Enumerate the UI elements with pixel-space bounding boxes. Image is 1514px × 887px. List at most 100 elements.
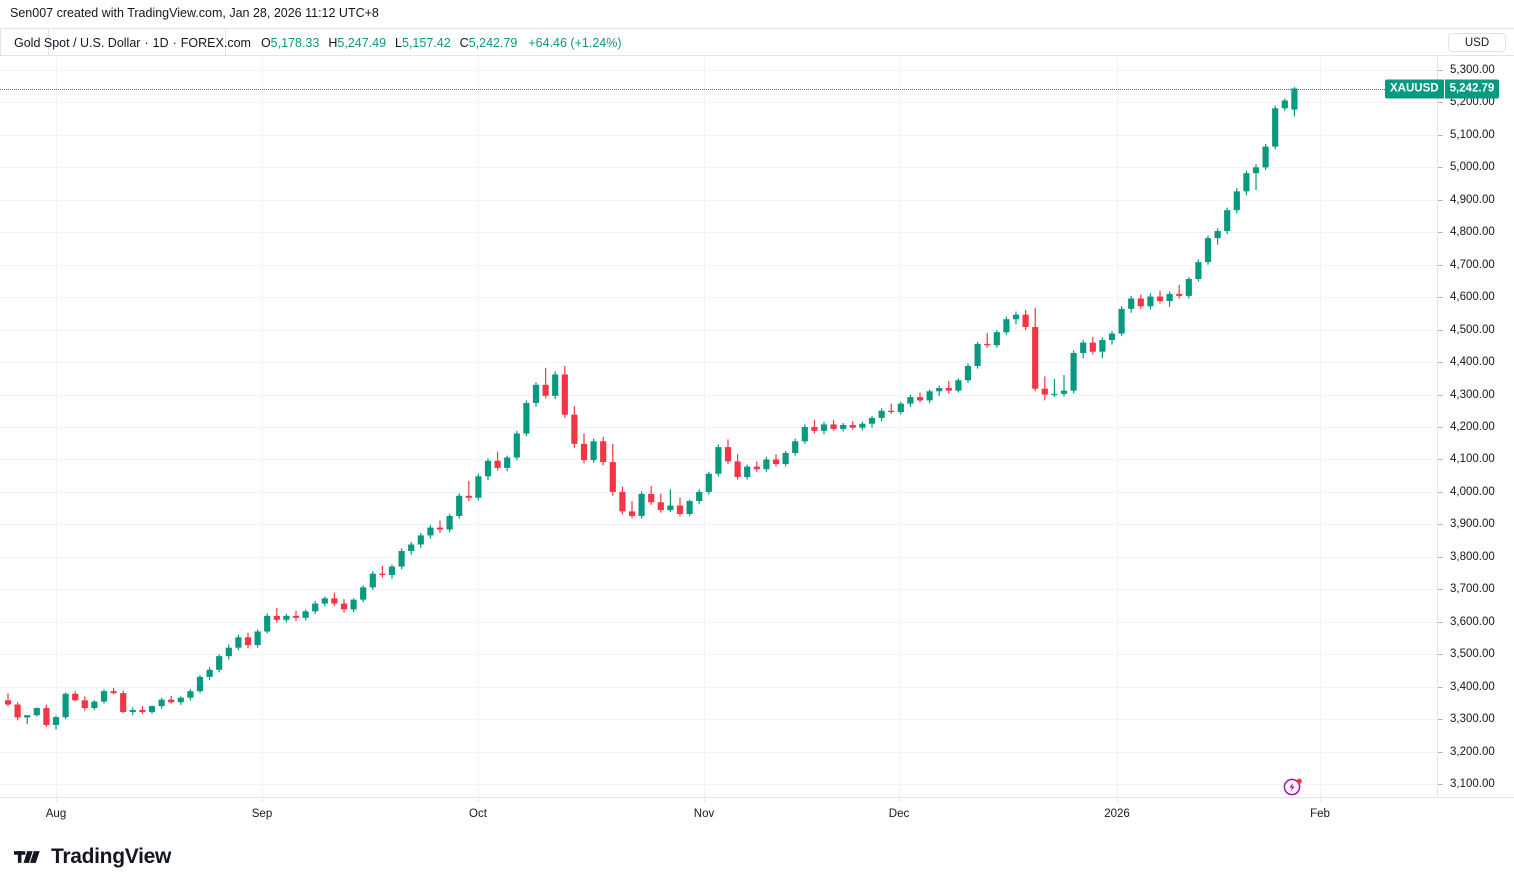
candle-body — [62, 693, 69, 718]
candle-body — [619, 491, 626, 512]
candle-body — [571, 414, 578, 444]
horizontal-gridline — [0, 654, 1437, 655]
attribution-line: Sen007 created with TradingView.com, Jan… — [10, 6, 379, 20]
candle-body — [1137, 298, 1144, 307]
candle-body — [724, 447, 732, 462]
price-axis-label: 3,500.00 — [1450, 648, 1495, 660]
candle-body — [926, 391, 933, 401]
time-axis[interactable]: Aug Sep Oct Nov Dec 2026 Feb — [0, 797, 1514, 832]
time-axis-tick — [478, 798, 479, 802]
candle-body — [340, 603, 348, 610]
candle-body — [494, 460, 501, 468]
candle-body — [888, 410, 895, 413]
vertical-gridline — [56, 57, 57, 797]
horizontal-gridline — [0, 200, 1437, 201]
low-label: L — [395, 35, 402, 50]
vertical-gridline — [262, 57, 263, 797]
horizontal-gridline — [0, 297, 1437, 298]
candle-body — [369, 573, 376, 588]
candle-body — [1022, 314, 1029, 328]
close-value: 5,242.79 — [468, 35, 518, 50]
candle-body — [1080, 342, 1087, 353]
candle-body — [792, 441, 799, 453]
legend-dot-2: · — [172, 35, 177, 50]
candle-body — [868, 417, 876, 424]
candle-body — [686, 501, 693, 514]
ohlc-open: O5,178.33 — [261, 36, 319, 50]
candle-wick — [545, 367, 547, 399]
candle-wick — [276, 608, 278, 623]
price-axis-label: 4,700.00 — [1450, 259, 1495, 271]
symbol-title[interactable]: Gold Spot / U.S. Dollar — [14, 35, 141, 50]
candle-body — [225, 647, 232, 657]
candle-body — [782, 452, 789, 464]
vertical-gridline — [478, 57, 479, 797]
current-price-line — [0, 88, 1437, 90]
candle-body — [1166, 293, 1173, 302]
candle-body — [1128, 298, 1135, 309]
horizontal-gridline — [0, 395, 1437, 396]
price-axis-tick — [1438, 784, 1443, 785]
candle-body — [552, 374, 559, 396]
ohlc-low: L5,157.42 — [395, 36, 451, 50]
candle-body — [734, 461, 741, 477]
candle-wick — [631, 501, 633, 519]
price-axis-tick — [1438, 557, 1443, 558]
candle-wick — [1063, 375, 1065, 397]
candle-body — [129, 710, 136, 712]
candle-wick — [468, 480, 470, 501]
price-axis-label: 3,900.00 — [1450, 518, 1495, 530]
price-axis-tick — [1438, 167, 1443, 168]
candle-body — [254, 631, 261, 646]
candle-body — [1281, 100, 1288, 109]
price-axis-tick — [1438, 687, 1443, 688]
candle-body — [81, 700, 88, 709]
candle-body — [417, 535, 424, 545]
currency-badge[interactable]: USD — [1448, 33, 1506, 52]
time-axis-tick — [704, 798, 705, 802]
price-axis-label: 5,200.00 — [1450, 96, 1495, 108]
candlestick-series — [4, 87, 1298, 730]
candle-body — [321, 598, 328, 604]
price-axis-tick — [1438, 752, 1443, 753]
candle-body — [331, 598, 338, 604]
candle-body — [820, 424, 828, 431]
candle-body — [283, 615, 290, 620]
price-axis-tick — [1438, 719, 1443, 720]
vertical-gridline — [1117, 57, 1118, 797]
time-axis-label: Dec — [888, 808, 910, 820]
candle-body — [388, 566, 396, 575]
price-axis[interactable]: 5,300.00 5,200.00 5,100.00 5,000.00 4,900.00… — [1437, 57, 1514, 797]
candle-body — [955, 380, 962, 391]
price-axis-label: 3,700.00 — [1450, 583, 1495, 595]
chart-plot-area[interactable] — [0, 57, 1437, 797]
price-axis-tick — [1438, 395, 1443, 396]
price-axis-label: 3,100.00 — [1450, 778, 1495, 790]
earnings-event-icon[interactable] — [1283, 777, 1303, 797]
candle-body — [590, 441, 597, 461]
price-axis-label: 4,200.00 — [1450, 421, 1495, 433]
price-axis-label: 4,900.00 — [1450, 194, 1495, 206]
current-price-tag[interactable]: XAUUSD 5,242.79 — [1385, 79, 1500, 99]
candle-body — [1272, 108, 1279, 147]
candle-body — [1099, 340, 1106, 352]
price-axis-tick — [1438, 427, 1443, 428]
horizontal-gridline — [0, 330, 1437, 331]
time-axis-label: Feb — [1310, 808, 1330, 820]
exchange-label[interactable]: FOREX.com — [180, 35, 251, 50]
candle-body — [1233, 191, 1240, 211]
candle-body — [1156, 296, 1164, 302]
price-axis-tick — [1438, 135, 1443, 136]
horizontal-gridline — [0, 427, 1437, 428]
candle-body — [33, 708, 40, 716]
candle-body — [100, 691, 108, 702]
vertical-gridline — [1320, 57, 1321, 797]
candle-body — [312, 603, 319, 612]
high-value: 5,247.49 — [337, 35, 387, 50]
vertical-gridline — [899, 57, 900, 797]
price-axis-tick — [1438, 232, 1443, 233]
candle-wick — [813, 419, 815, 434]
interval-label[interactable]: 1D — [152, 35, 169, 50]
candle-body — [772, 459, 780, 464]
legend-divider-1 — [0, 29, 1, 56]
